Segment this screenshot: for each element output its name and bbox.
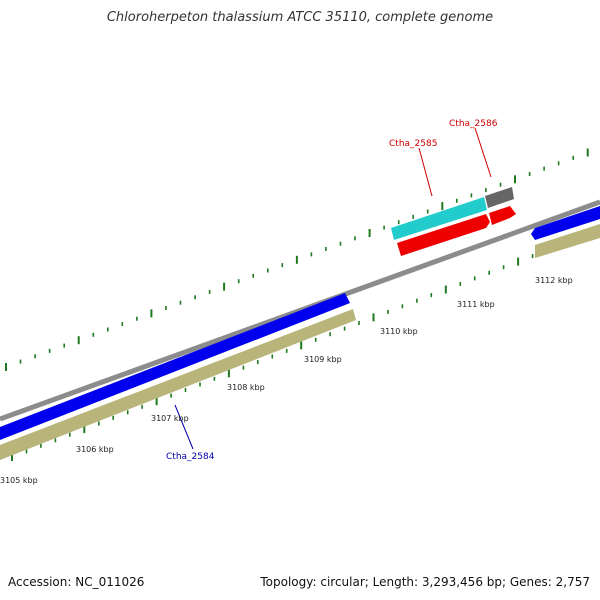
- label-ctha-2585: Ctha_2585: [389, 139, 437, 149]
- gene-forward-block-2[interactable]: [531, 206, 600, 240]
- gene-red-short[interactable]: [489, 206, 516, 225]
- leader-ctha-2585: [418, 147, 433, 197]
- scale-label-3105: 3105 kbp: [0, 476, 38, 485]
- label-ctha-2586: Ctha_2586: [449, 119, 498, 129]
- gene-ctha-2586[interactable]: [485, 187, 514, 208]
- genome-stats-text: Topology: circular; Length: 3,293,456 bp…: [260, 575, 590, 589]
- scale-label-3110: 3110 kbp: [380, 327, 418, 336]
- scale-label-3109: 3109 kbp: [304, 355, 342, 364]
- gene-red-long[interactable]: [397, 214, 490, 256]
- gene-reverse-block-2[interactable]: [535, 224, 600, 258]
- scale-label-3108: 3108 kbp: [227, 383, 265, 392]
- leader-ctha-2586: [474, 127, 492, 178]
- leader-ctha-2584: [174, 404, 194, 450]
- scale-label-3112: 3112 kbp: [535, 276, 573, 285]
- label-ctha-2584: Ctha_2584: [166, 452, 215, 462]
- map-title: Chloroherpeton thalassium ATCC 35110, co…: [106, 10, 494, 25]
- scale-label-3106: 3106 kbp: [76, 445, 114, 454]
- scale-label-3111: 3111 kbp: [457, 300, 495, 309]
- accession-text: Accession: NC_011026: [8, 575, 145, 589]
- gene-reverse-block-1[interactable]: [0, 309, 356, 460]
- scale-label-3107: 3107 kbp: [151, 414, 189, 423]
- gene-ctha-2585[interactable]: [391, 197, 487, 240]
- gene-forward-block-1[interactable]: [0, 293, 350, 440]
